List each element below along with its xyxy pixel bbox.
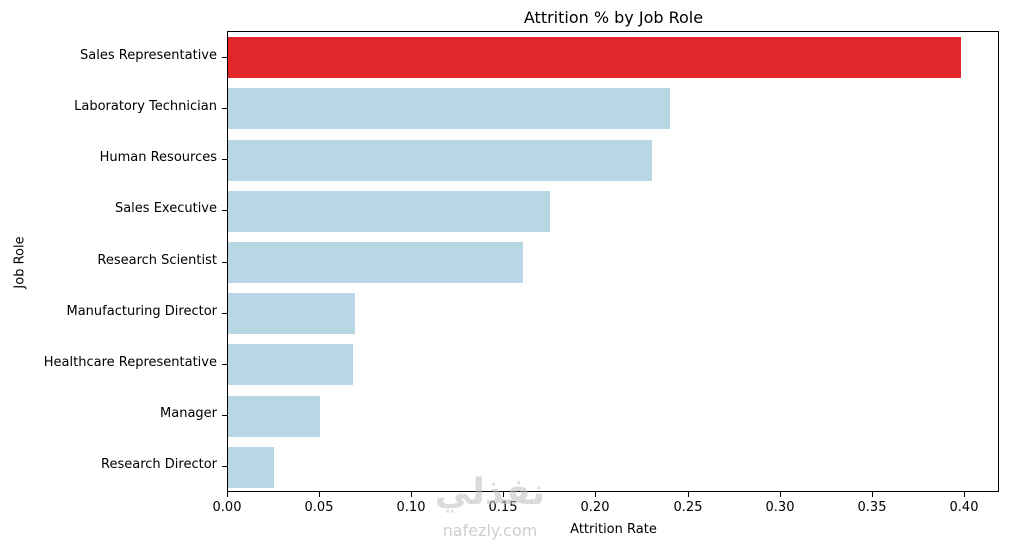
y-tick-mark (222, 415, 227, 416)
y-tick-mark (222, 466, 227, 467)
y-tick-label-laboratory-technician: Laboratory Technician (74, 99, 217, 114)
x-tick-label-0.20: 0.20 (580, 500, 610, 515)
x-tick-mark (780, 492, 781, 497)
x-tick-mark (411, 492, 412, 497)
y-tick-label-manager: Manager (160, 406, 217, 421)
x-tick-label-0.00: 0.00 (212, 500, 242, 515)
y-tick-mark (222, 262, 227, 263)
y-tick-label-human-resources: Human Resources (99, 150, 217, 165)
y-tick-mark (222, 364, 227, 365)
x-tick-label-0.40: 0.40 (949, 500, 979, 515)
y-tick-label-healthcare-representative: Healthcare Representative (43, 355, 217, 370)
x-tick-label-0.15: 0.15 (488, 500, 518, 515)
y-tick-label-manufacturing-director: Manufacturing Director (66, 304, 218, 319)
x-tick-label-0.25: 0.25 (673, 500, 703, 515)
y-tick-label-sales-representative: Sales Representative (80, 48, 217, 63)
y-tick-mark (222, 57, 227, 58)
x-tick-mark (688, 492, 689, 497)
x-tick-mark (964, 492, 965, 497)
bar-manager (228, 395, 320, 437)
y-tick-mark (222, 108, 227, 109)
x-tick-mark (872, 492, 873, 497)
x-tick-label-0.35: 0.35 (857, 500, 887, 515)
y-tick-mark (222, 313, 227, 314)
x-tick-label-0.10: 0.10 (396, 500, 426, 515)
x-tick-mark (595, 492, 596, 497)
bar-manufacturing-director (228, 293, 355, 335)
y-tick-label-sales-executive: Sales Executive (114, 201, 217, 216)
bar-sales-representative (228, 37, 961, 79)
x-tick-label-0.05: 0.05 (304, 500, 334, 515)
y-tick-mark (222, 159, 227, 160)
x-axis-label: Attrition Rate (570, 522, 657, 537)
y-tick-label-research-scientist: Research Scientist (97, 253, 217, 268)
bar-sales-executive (228, 190, 550, 232)
x-tick-mark (319, 492, 320, 497)
y-tick-mark (222, 210, 227, 211)
chart-title: Attrition % by Job Role (523, 8, 704, 27)
y-tick-label-research-director: Research Director (101, 457, 217, 472)
bar-human-resources (228, 139, 652, 181)
bar-healthcare-representative (228, 344, 353, 386)
bar-research-scientist (228, 242, 523, 283)
plot-area (227, 31, 999, 492)
bar-laboratory-technician (228, 88, 670, 130)
x-tick-mark (503, 492, 504, 497)
x-tick-mark (227, 492, 228, 497)
x-tick-label-0.30: 0.30 (765, 500, 795, 515)
bar-research-director (228, 446, 274, 488)
